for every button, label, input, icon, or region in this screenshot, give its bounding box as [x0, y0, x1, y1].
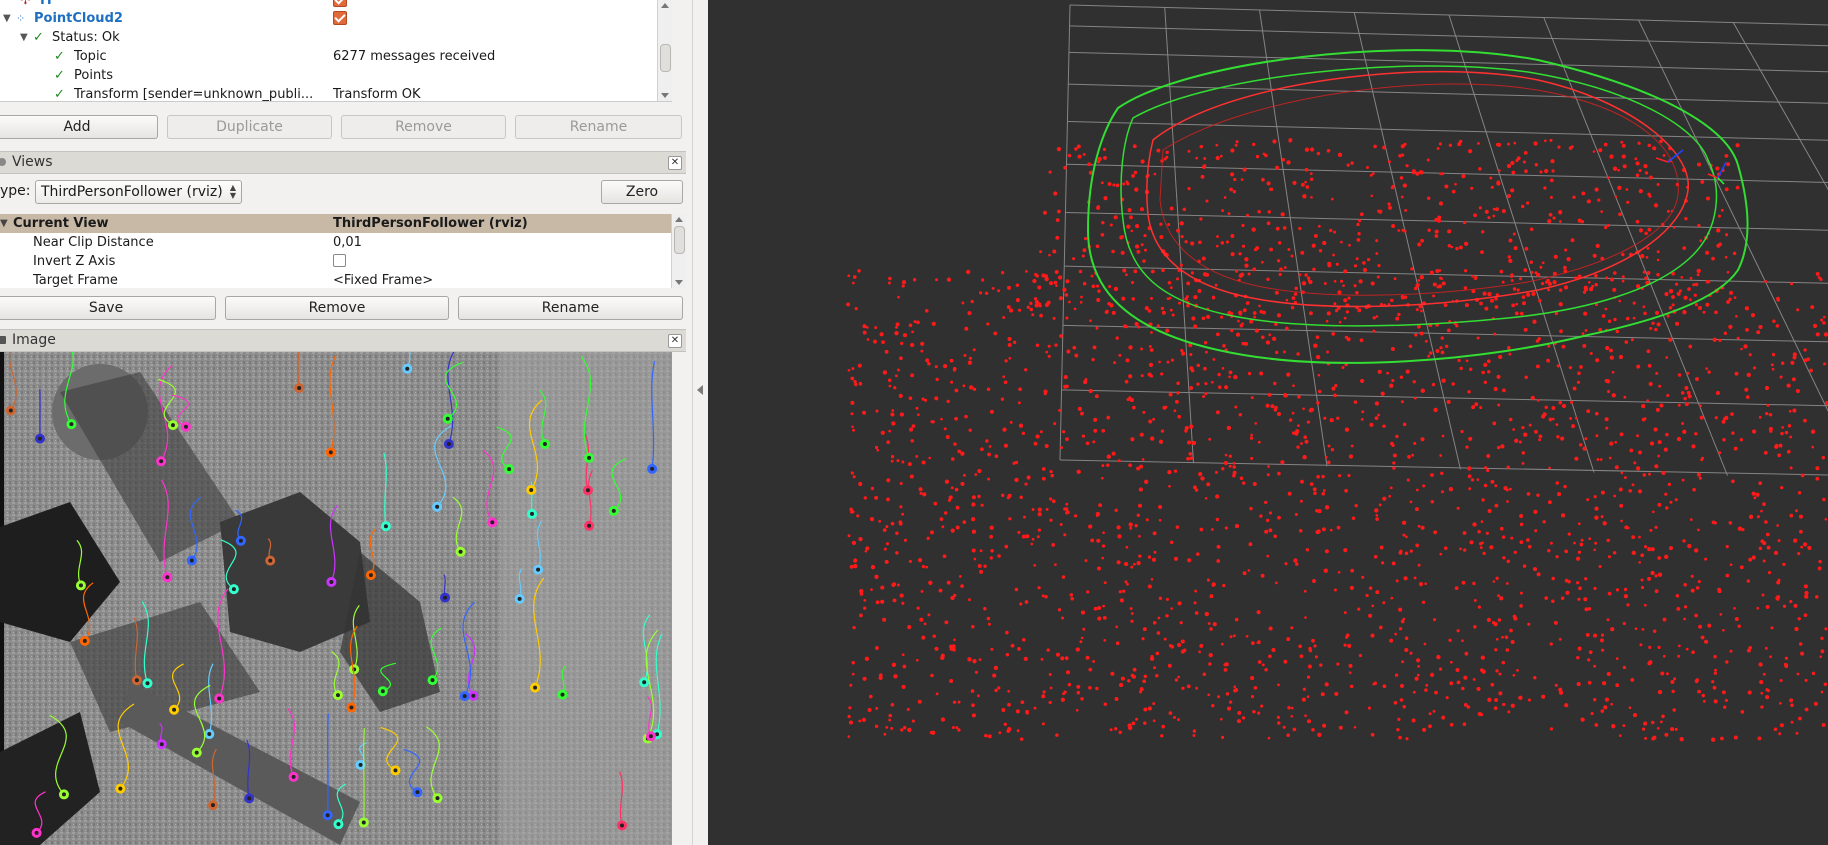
transform-label: Transform [sender=unknown_publi...	[74, 87, 314, 102]
status-label: Status: Ok	[52, 30, 120, 45]
display-item-tf[interactable]: ✢ TF	[0, 0, 672, 10]
check-icon: ✓	[54, 49, 65, 64]
near-clip-label: Near Clip Distance	[33, 235, 154, 250]
displays-tree[interactable]: ✢ TF ▼ ⁘ PointCloud2 ▼ ✓ Status: Ok ✓ To…	[0, 0, 672, 102]
save-view-button[interactable]: Save	[0, 296, 216, 320]
panel-grip-icon[interactable]	[0, 158, 6, 166]
display-label-tf: TF	[38, 0, 56, 8]
prop-near-clip[interactable]: Near Clip Distance 0,01	[0, 233, 672, 252]
target-frame-label: Target Frame	[33, 273, 118, 288]
camera-image-view	[0, 352, 672, 845]
target-frame-value[interactable]: <Fixed Frame>	[333, 273, 434, 288]
pointcloud-icon: ⁘	[16, 12, 26, 25]
scroll-down-icon[interactable]	[661, 93, 669, 98]
views-scrollbar[interactable]	[671, 214, 686, 288]
remove-view-button[interactable]: Remove	[225, 296, 449, 320]
check-icon: ✓	[54, 68, 65, 83]
close-icon[interactable]: ✕	[668, 156, 682, 170]
camera-feature-tracks	[0, 352, 672, 845]
current-view-type: ThirdPersonFollower (rviz)	[333, 216, 528, 231]
pointcloud2-enabled-checkbox[interactable]	[333, 11, 347, 25]
duplicate-display-button[interactable]: Duplicate	[167, 115, 332, 139]
views-title: Views	[12, 154, 53, 170]
zero-button[interactable]: Zero	[601, 180, 683, 204]
collapse-left-icon[interactable]	[697, 385, 703, 395]
transform-value: Transform OK	[333, 87, 421, 102]
current-view-header[interactable]: ▼ Current View ThirdPersonFollower (rviz…	[0, 214, 672, 233]
views-panel-header: Views ✕	[0, 151, 686, 174]
check-icon: ✓	[54, 87, 65, 102]
triangle-down-icon[interactable]: ▼	[3, 13, 11, 24]
close-icon[interactable]: ✕	[668, 334, 682, 348]
view-type-label: ype:	[0, 183, 31, 199]
tf-enabled-checkbox[interactable]	[333, 0, 347, 7]
topic-value: 6277 messages received	[333, 49, 496, 64]
prop-invert-z[interactable]: Invert Z Axis	[0, 252, 672, 271]
view-properties-tree[interactable]: ▼ Current View ThirdPersonFollower (rviz…	[0, 214, 686, 288]
image-panel-icon	[0, 336, 6, 344]
scroll-up-icon[interactable]	[675, 217, 683, 222]
add-display-button[interactable]: Add	[0, 115, 158, 139]
status-topic-row[interactable]: ✓ Topic 6277 messages received	[0, 47, 672, 66]
3d-viewport[interactable]	[708, 0, 1828, 845]
display-label-pointcloud2: PointCloud2	[34, 11, 123, 26]
remove-display-button[interactable]: Remove	[341, 115, 506, 139]
triangle-down-icon[interactable]: ▼	[20, 32, 28, 43]
display-item-pointcloud2[interactable]: ▼ ⁘ PointCloud2	[0, 9, 672, 28]
image-panel-header: Image ✕	[0, 329, 686, 352]
status-points-row[interactable]: ✓ Points	[0, 66, 672, 85]
dock-splitter[interactable]	[692, 0, 709, 845]
check-icon: ✓	[33, 30, 44, 45]
invert-z-checkbox[interactable]	[333, 254, 346, 267]
scroll-down-icon[interactable]	[675, 280, 683, 285]
current-view-name: Current View	[13, 216, 109, 231]
scrollbar-thumb[interactable]	[674, 226, 685, 254]
rename-display-button[interactable]: Rename	[515, 115, 682, 139]
near-clip-value[interactable]: 0,01	[333, 235, 362, 250]
left-dock: ✢ TF ▼ ⁘ PointCloud2 ▼ ✓ Status: Ok ✓ To…	[0, 0, 706, 845]
scroll-up-icon[interactable]	[661, 3, 669, 8]
view-type-value: ThirdPersonFollower (rviz)	[41, 184, 223, 200]
points-label: Points	[74, 68, 114, 83]
status-row[interactable]: ▼ ✓ Status: Ok	[0, 28, 672, 47]
view-type-select[interactable]: ThirdPersonFollower (rviz) ▲ ▼	[35, 180, 242, 204]
topic-label: Topic	[74, 49, 107, 64]
chevron-updown-icon: ▲ ▼	[229, 183, 236, 200]
rename-view-button[interactable]: Rename	[458, 296, 683, 320]
triangle-down-icon[interactable]: ▼	[0, 218, 8, 229]
point-cloud-render	[846, 4, 1828, 742]
prop-target-frame[interactable]: Target Frame <Fixed Frame>	[0, 271, 672, 288]
image-title: Image	[12, 332, 56, 348]
scrollbar-thumb[interactable]	[660, 44, 671, 72]
invert-z-label: Invert Z Axis	[33, 254, 116, 269]
status-transform-row[interactable]: ✓ Transform [sender=unknown_publi... Tra…	[0, 85, 672, 102]
tf-icon: ✢	[20, 0, 31, 8]
displays-scrollbar[interactable]	[657, 0, 672, 101]
